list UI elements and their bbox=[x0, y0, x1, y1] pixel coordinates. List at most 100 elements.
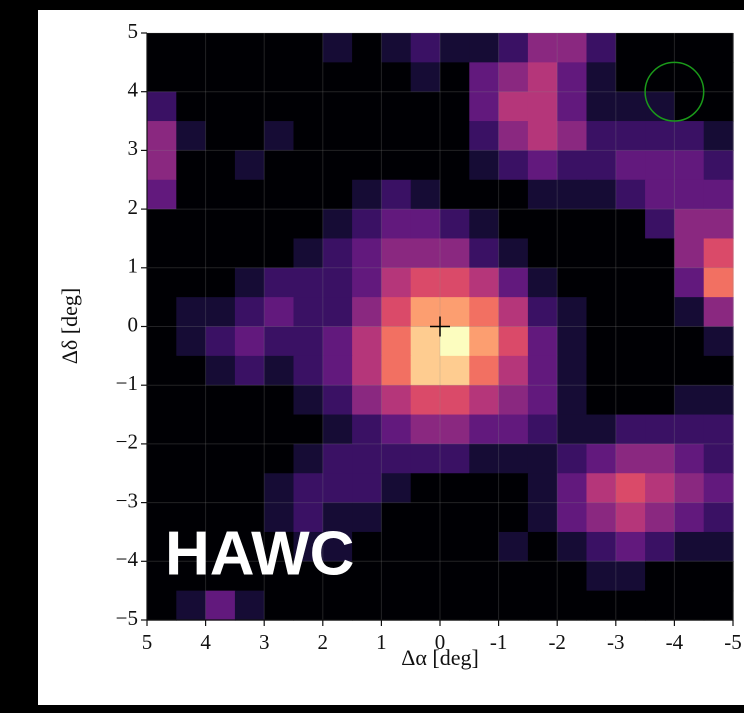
heatmap-cell bbox=[499, 209, 529, 239]
heatmap-cell bbox=[440, 561, 470, 591]
heatmap-cell bbox=[264, 473, 294, 503]
heatmap-cell bbox=[557, 444, 587, 474]
heatmap-cell bbox=[528, 503, 558, 533]
heatmap-cell bbox=[557, 121, 587, 151]
heatmap-cell bbox=[235, 297, 265, 327]
heatmap-cell bbox=[352, 561, 382, 591]
heatmap-cell bbox=[645, 33, 675, 63]
heatmap-cell bbox=[440, 238, 470, 268]
heatmap-cell bbox=[323, 385, 353, 415]
heatmap-cell bbox=[704, 62, 734, 92]
heatmap-cell bbox=[411, 150, 441, 180]
heatmap-cell bbox=[557, 385, 587, 415]
heatmap-cell bbox=[645, 121, 675, 151]
heatmap-cell bbox=[235, 444, 265, 474]
heatmap-cell bbox=[674, 327, 704, 357]
heatmap-cell bbox=[147, 444, 177, 474]
heatmap-cell bbox=[352, 268, 382, 298]
heatmap-cell bbox=[704, 356, 734, 386]
heatmap-cell bbox=[645, 209, 675, 239]
heatmap-cell bbox=[616, 327, 646, 357]
heatmap-cell bbox=[587, 532, 617, 562]
x-tick-label: 3 bbox=[259, 630, 270, 654]
heatmap-cell bbox=[147, 92, 177, 122]
heatmap-cell bbox=[352, 503, 382, 533]
heatmap-cell bbox=[440, 150, 470, 180]
heatmap-cell bbox=[469, 444, 499, 474]
heatmap-cell bbox=[147, 209, 177, 239]
heatmap-cell bbox=[557, 238, 587, 268]
heatmap-cell bbox=[352, 33, 382, 63]
heatmap-cell bbox=[528, 62, 558, 92]
heatmap-cell bbox=[147, 385, 177, 415]
heatmap-cell bbox=[381, 62, 411, 92]
heatmap-cell bbox=[587, 33, 617, 63]
heatmap-cell bbox=[294, 444, 324, 474]
heatmap-cell bbox=[528, 591, 558, 621]
heatmap-cell bbox=[645, 180, 675, 210]
heatmap-cell bbox=[264, 444, 294, 474]
heatmap-cell bbox=[645, 473, 675, 503]
heatmap-cell bbox=[616, 121, 646, 151]
heatmap-cell bbox=[323, 238, 353, 268]
heatmap-cell bbox=[352, 444, 382, 474]
heatmap-cell bbox=[704, 591, 734, 621]
heatmap-cell bbox=[147, 121, 177, 151]
x-tick-label: -3 bbox=[607, 630, 625, 654]
heatmap-cell bbox=[616, 238, 646, 268]
heatmap-cell bbox=[557, 150, 587, 180]
heatmap-cell bbox=[528, 532, 558, 562]
heatmap-cell bbox=[176, 591, 206, 621]
heatmap-cell bbox=[264, 415, 294, 445]
heatmap-cell bbox=[323, 415, 353, 445]
heatmap-cell bbox=[704, 327, 734, 357]
heatmap-cell bbox=[557, 297, 587, 327]
heatmap-cell bbox=[469, 92, 499, 122]
heatmap-cell bbox=[645, 268, 675, 298]
heatmap-cell bbox=[147, 238, 177, 268]
heatmap-cell bbox=[587, 385, 617, 415]
heatmap-cell bbox=[704, 92, 734, 122]
heatmap-cell bbox=[381, 356, 411, 386]
heatmap-cell bbox=[469, 238, 499, 268]
heatmap-cell bbox=[147, 33, 177, 63]
heatmap-cell bbox=[557, 415, 587, 445]
heatmap-cell bbox=[294, 150, 324, 180]
heatmap-cell bbox=[381, 532, 411, 562]
heatmap-cell bbox=[557, 33, 587, 63]
heatmap-cell bbox=[557, 209, 587, 239]
heatmap-cell bbox=[235, 150, 265, 180]
heatmap-cell bbox=[381, 561, 411, 591]
heatmap-cell bbox=[469, 385, 499, 415]
heatmap-cell bbox=[499, 62, 529, 92]
heatmap-cell bbox=[235, 356, 265, 386]
heatmap-cell bbox=[440, 532, 470, 562]
heatmap-cell bbox=[352, 92, 382, 122]
heatmap-cell bbox=[352, 209, 382, 239]
heatmap-cell bbox=[616, 503, 646, 533]
heatmap-cell bbox=[235, 62, 265, 92]
heatmap-cell bbox=[381, 209, 411, 239]
heatmap-cell bbox=[352, 121, 382, 151]
heatmap-cell bbox=[176, 327, 206, 357]
heatmap-cell bbox=[206, 209, 236, 239]
heatmap-cell bbox=[411, 180, 441, 210]
heatmap-cell bbox=[674, 33, 704, 63]
heatmap-cell bbox=[499, 591, 529, 621]
heatmap-cell bbox=[352, 180, 382, 210]
heatmap-cell bbox=[176, 356, 206, 386]
heatmap-cell bbox=[645, 327, 675, 357]
heatmap-cell bbox=[469, 268, 499, 298]
heatmap-cell bbox=[264, 268, 294, 298]
heatmap-cell bbox=[411, 532, 441, 562]
heatmap-cell bbox=[704, 532, 734, 562]
heatmap-cell bbox=[499, 150, 529, 180]
heatmap-cell bbox=[264, 327, 294, 357]
heatmap-cell bbox=[147, 180, 177, 210]
heatmap-cell bbox=[206, 121, 236, 151]
heatmap-cell bbox=[645, 561, 675, 591]
heatmap-cell bbox=[440, 33, 470, 63]
heatmap-cell bbox=[440, 92, 470, 122]
heatmap-cell bbox=[294, 327, 324, 357]
heatmap-cell bbox=[264, 180, 294, 210]
